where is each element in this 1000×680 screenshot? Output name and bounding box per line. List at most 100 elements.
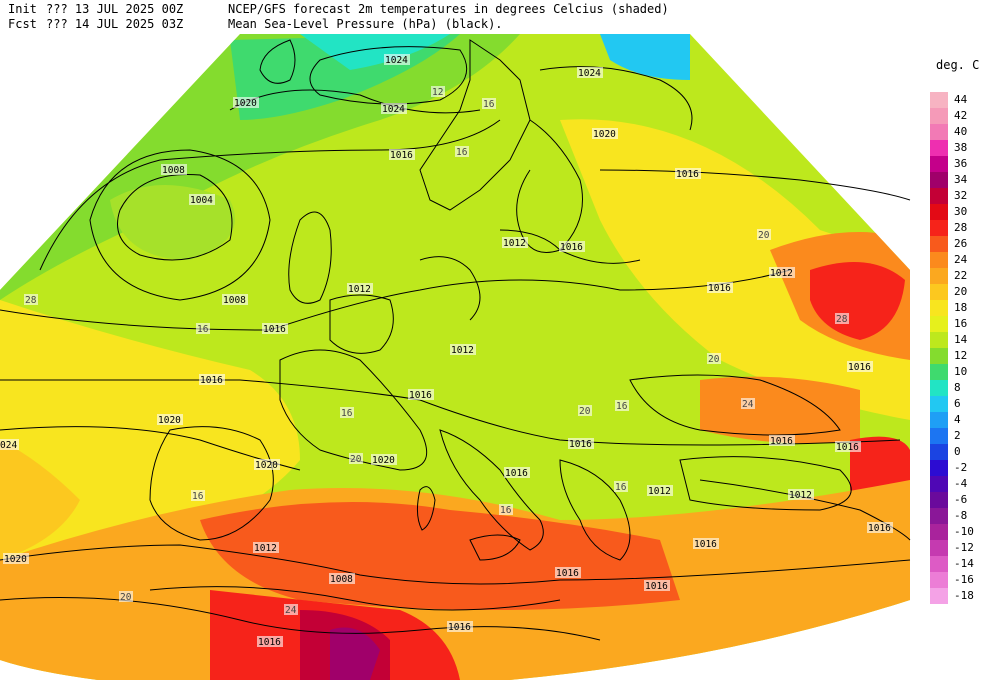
temperature-contour-label: 16	[483, 99, 495, 110]
legend-swatch	[930, 300, 948, 316]
legend-label: 40	[954, 125, 968, 138]
isobar-label: 1016	[409, 390, 432, 401]
legend-swatch	[930, 508, 948, 524]
isobar-label-bg	[592, 128, 618, 139]
temperature-labels: 12 16 16 16 16 16 20 28 20 16 20 24 20 16 16 24 20 28	[24, 86, 849, 616]
isobar-label: 1012	[770, 268, 793, 279]
isobar-label-bg	[788, 489, 814, 500]
temperature-contour-label: 16	[192, 491, 204, 502]
isobar-label: 1012	[254, 543, 277, 554]
isobar-label-bg	[647, 485, 673, 496]
legend-label: 18	[954, 301, 968, 314]
isobar-label: 1008	[330, 574, 353, 585]
temperature-contour-label-bg	[835, 313, 849, 324]
isobar-label: 1024	[578, 68, 601, 79]
map-title-line2: Mean Sea-Level Pressure (hPa) (black).	[228, 17, 503, 31]
temperature-contour-label: 24	[742, 399, 754, 410]
isobar-label-bg	[769, 267, 795, 278]
legend-swatch	[930, 524, 948, 540]
isobar-label-bg	[381, 103, 407, 114]
isobar-label-bg	[253, 542, 279, 553]
temperature-shading	[0, 34, 910, 680]
isobar-label: 1016	[258, 637, 281, 648]
isobar-label: 024	[0, 440, 17, 451]
legend-label: 44	[954, 93, 968, 106]
legend-label: 16	[954, 317, 968, 330]
isobar-label-bg	[384, 54, 410, 65]
isobar-label: 1012	[648, 486, 671, 497]
isobar-label-bg	[693, 538, 719, 549]
temperature-contour-label-bg	[614, 481, 628, 492]
isobar-label-bg	[347, 283, 373, 294]
legend-swatch	[930, 460, 948, 476]
temperature-contour-label: 20	[350, 454, 362, 465]
temperature-contour-label-bg	[284, 604, 298, 615]
temperature-contour-label: 20	[758, 230, 770, 241]
isobar-label-bg	[257, 636, 283, 647]
isobar-label: 1016	[645, 581, 668, 592]
isobar-label: 1016	[770, 436, 793, 447]
temperature-contour-label-bg	[24, 294, 38, 305]
legend-label: -6	[954, 493, 968, 506]
header-init-time: ??? 13 JUL 2025 00Z	[46, 2, 184, 16]
isobar-label: 1020	[255, 460, 278, 471]
temperature-map: 1024 1024 1024 1020 1020 1016 1016 1016 1016 1016…	[0, 34, 911, 680]
legend-label: -16	[954, 573, 974, 586]
temperature-contour-label: 20	[579, 406, 591, 417]
legend-swatch	[930, 236, 948, 252]
temperature-contour-label-bg	[615, 400, 629, 411]
legend-label: 8	[954, 381, 961, 394]
isobar-label-bg	[644, 580, 670, 591]
isobar-label-bg	[555, 567, 581, 578]
legend-label: 14	[954, 333, 968, 346]
isobar-label-bg	[329, 573, 355, 584]
legend-unit: deg. C	[936, 58, 980, 72]
isobar-label: 1012	[348, 284, 371, 295]
header-fcst-time: ??? 14 JUL 2025 03Z	[46, 17, 184, 31]
isobar-label-bg	[408, 389, 434, 400]
isobar-label: 1016	[560, 242, 583, 253]
isobars	[0, 46, 911, 641]
isobar-label-bg	[847, 361, 873, 372]
temperature-contour-label-bg	[578, 405, 592, 416]
legend-label: 26	[954, 237, 968, 250]
legend-swatch	[930, 428, 948, 444]
legend-label: 10	[954, 365, 968, 378]
legend-label: 24	[954, 253, 968, 266]
legend-swatch	[930, 540, 948, 556]
legend-swatch	[930, 396, 948, 412]
isobar-label: 1016	[848, 362, 871, 373]
isobar-label-bg	[502, 237, 528, 248]
temperature-contour-label-bg	[431, 86, 445, 97]
legend-label: -12	[954, 541, 974, 554]
isobar-label-bg	[199, 374, 225, 385]
temperature-contour-label: 28	[836, 314, 848, 325]
legend-swatch	[930, 172, 948, 188]
legend-swatch	[930, 348, 948, 364]
temperature-contour-label: 12	[432, 87, 443, 98]
isobar-label-bg	[707, 282, 733, 293]
legend-label: -8	[954, 509, 968, 522]
temperature-contour-label-bg	[340, 407, 354, 418]
isobar-label: 1008	[162, 165, 185, 176]
isobar-label: 1012	[789, 490, 812, 501]
legend-label: -4	[954, 477, 968, 490]
temperature-contour-label: 16	[616, 401, 628, 412]
isobar-label-bg	[189, 194, 215, 205]
legend-label: 6	[954, 397, 961, 410]
isobar-label-bg	[161, 164, 187, 175]
legend-label: 30	[954, 205, 968, 218]
legend-label: 42	[954, 109, 968, 122]
isobar-label-bg	[262, 323, 288, 334]
isobar-label: 1020	[234, 98, 257, 109]
legend-swatch	[930, 284, 948, 300]
temperature-contour-label-bg	[741, 398, 755, 409]
legend-label: 36	[954, 157, 968, 170]
isobar-label: 1016	[263, 324, 286, 335]
isobar-label: 1016	[836, 442, 859, 453]
temperature-contour-label-bg	[455, 146, 469, 157]
temperature-contour-label-bg	[191, 490, 205, 501]
legend-label: 32	[954, 189, 968, 202]
isobar-label: 1016	[708, 283, 731, 294]
isobar-label: 1016	[556, 568, 579, 579]
